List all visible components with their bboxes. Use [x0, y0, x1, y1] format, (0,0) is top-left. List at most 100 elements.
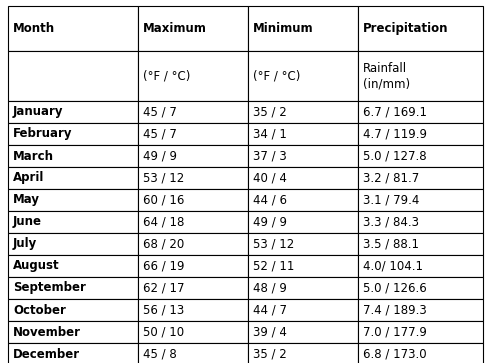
Text: 40 / 4: 40 / 4 — [253, 171, 287, 184]
Text: 53 / 12: 53 / 12 — [253, 237, 294, 250]
Text: 52 / 11: 52 / 11 — [253, 260, 294, 273]
Text: 66 / 19: 66 / 19 — [143, 260, 184, 273]
Text: 49 / 9: 49 / 9 — [253, 216, 287, 228]
Text: Month: Month — [13, 22, 55, 35]
Bar — [138, 6, 248, 51]
Bar — [138, 167, 248, 189]
Text: 4.7 / 119.9: 4.7 / 119.9 — [363, 127, 427, 140]
Text: November: November — [13, 326, 81, 339]
Text: 3.1 / 79.4: 3.1 / 79.4 — [363, 193, 420, 207]
Bar — [248, 6, 358, 51]
Bar — [138, 123, 248, 145]
Text: 3.3 / 84.3: 3.3 / 84.3 — [363, 216, 419, 228]
Bar — [248, 189, 358, 211]
Text: Maximum: Maximum — [143, 22, 207, 35]
Text: 6.8 / 173.0: 6.8 / 173.0 — [363, 347, 426, 360]
Text: March: March — [13, 150, 54, 163]
Bar — [8, 167, 138, 189]
Text: 4.0/ 104.1: 4.0/ 104.1 — [363, 260, 423, 273]
Text: January: January — [13, 106, 64, 118]
Bar — [248, 233, 358, 255]
Bar — [358, 321, 483, 343]
Bar — [138, 343, 248, 363]
Bar — [8, 189, 138, 211]
Bar — [138, 145, 248, 167]
Text: 6.7 / 169.1: 6.7 / 169.1 — [363, 106, 427, 118]
Bar — [138, 51, 248, 101]
Text: 68 / 20: 68 / 20 — [143, 237, 184, 250]
Bar — [138, 189, 248, 211]
Bar — [358, 6, 483, 51]
Bar — [358, 343, 483, 363]
Text: 53 / 12: 53 / 12 — [143, 171, 184, 184]
Text: September: September — [13, 281, 86, 294]
Text: 5.0 / 126.6: 5.0 / 126.6 — [363, 281, 427, 294]
Text: 37 / 3: 37 / 3 — [253, 150, 287, 163]
Bar — [138, 233, 248, 255]
Text: October: October — [13, 303, 66, 317]
Bar — [8, 299, 138, 321]
Bar — [248, 321, 358, 343]
Text: (°F / °C): (°F / °C) — [143, 69, 190, 82]
Text: 35 / 2: 35 / 2 — [253, 347, 287, 360]
Text: 45 / 7: 45 / 7 — [143, 127, 177, 140]
Text: Rainfall
(in/mm): Rainfall (in/mm) — [363, 61, 410, 90]
Bar — [358, 299, 483, 321]
Text: 3.5 / 88.1: 3.5 / 88.1 — [363, 237, 419, 250]
Bar — [8, 277, 138, 299]
Text: 48 / 9: 48 / 9 — [253, 281, 287, 294]
Text: 62 / 17: 62 / 17 — [143, 281, 184, 294]
Bar — [248, 123, 358, 145]
Text: April: April — [13, 171, 44, 184]
Bar — [358, 211, 483, 233]
Bar — [248, 167, 358, 189]
Bar — [358, 145, 483, 167]
Text: 45 / 8: 45 / 8 — [143, 347, 177, 360]
Text: August: August — [13, 260, 60, 273]
Text: 44 / 7: 44 / 7 — [253, 303, 287, 317]
Bar — [248, 343, 358, 363]
Text: Precipitation: Precipitation — [363, 22, 449, 35]
Text: 39 / 4: 39 / 4 — [253, 326, 287, 339]
Bar — [358, 189, 483, 211]
Text: 64 / 18: 64 / 18 — [143, 216, 184, 228]
Text: 50 / 10: 50 / 10 — [143, 326, 184, 339]
Text: 7.4 / 189.3: 7.4 / 189.3 — [363, 303, 427, 317]
Bar — [358, 233, 483, 255]
Text: 44 / 6: 44 / 6 — [253, 193, 287, 207]
Bar — [138, 211, 248, 233]
Bar — [248, 299, 358, 321]
Bar — [358, 277, 483, 299]
Text: 49 / 9: 49 / 9 — [143, 150, 177, 163]
Bar — [248, 277, 358, 299]
Bar — [248, 145, 358, 167]
Text: 7.0 / 177.9: 7.0 / 177.9 — [363, 326, 427, 339]
Bar — [358, 101, 483, 123]
Bar — [8, 123, 138, 145]
Text: December: December — [13, 347, 80, 360]
Bar — [8, 51, 138, 101]
Bar — [8, 233, 138, 255]
Bar — [8, 343, 138, 363]
Text: 34 / 1: 34 / 1 — [253, 127, 287, 140]
Bar — [138, 101, 248, 123]
Bar — [8, 321, 138, 343]
Bar — [138, 299, 248, 321]
Text: (°F / °C): (°F / °C) — [253, 69, 300, 82]
Bar — [358, 51, 483, 101]
Text: 35 / 2: 35 / 2 — [253, 106, 287, 118]
Bar — [358, 123, 483, 145]
Bar — [358, 167, 483, 189]
Bar — [248, 255, 358, 277]
Bar — [138, 321, 248, 343]
Text: 3.2 / 81.7: 3.2 / 81.7 — [363, 171, 419, 184]
Bar — [248, 101, 358, 123]
Bar — [8, 145, 138, 167]
Bar — [8, 101, 138, 123]
Bar — [138, 255, 248, 277]
Bar — [248, 211, 358, 233]
Text: Minimum: Minimum — [253, 22, 314, 35]
Text: 45 / 7: 45 / 7 — [143, 106, 177, 118]
Text: 5.0 / 127.8: 5.0 / 127.8 — [363, 150, 426, 163]
Bar — [248, 51, 358, 101]
